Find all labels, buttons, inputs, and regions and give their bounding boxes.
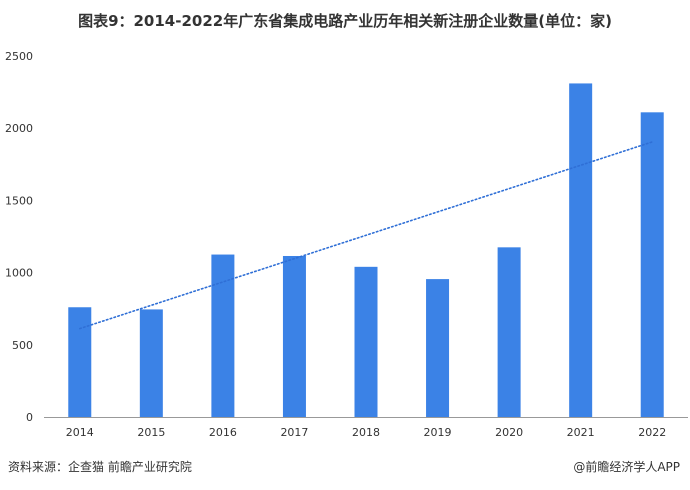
x-tick-label: 2017 [280, 426, 308, 439]
x-tick-label: 2016 [209, 426, 237, 439]
x-tick-label: 2014 [66, 426, 94, 439]
x-tick-label: 2018 [352, 426, 380, 439]
y-tick-label: 2500 [5, 50, 33, 63]
x-tick-label: 2020 [495, 426, 523, 439]
x-tick-label: 2021 [567, 426, 595, 439]
chart-title: 图表9：2014-2022年广东省集成电路产业历年相关新注册企业数量(单位：家) [78, 12, 612, 30]
y-tick-label: 0 [26, 411, 33, 424]
y-tick-label: 1000 [5, 267, 33, 280]
bar-2019 [426, 279, 450, 417]
brand-label: @前瞻经济学人APP [573, 460, 680, 474]
y-tick-label: 2000 [5, 122, 33, 135]
bar-2016 [211, 254, 235, 417]
bar-2017 [282, 255, 306, 417]
trend-line [78, 141, 654, 330]
bar-2015 [139, 309, 163, 417]
bars [68, 83, 664, 417]
bar-2021 [569, 83, 593, 417]
y-axis: 0 500 1000 1500 2000 2500 [5, 50, 33, 424]
source-note: 资料来源：企查猫 前瞻产业研究院 [8, 460, 192, 474]
bar-2018 [354, 266, 378, 417]
y-tick-label: 1500 [5, 194, 33, 207]
y-tick-label: 500 [12, 339, 33, 352]
x-tick-label: 2022 [638, 426, 666, 439]
x-axis: 2014 2015 2016 2017 2018 2019 2020 2021 2022 [66, 426, 666, 439]
x-tick-label: 2019 [424, 426, 452, 439]
x-tick-label: 2015 [137, 426, 165, 439]
bar-2022 [640, 112, 664, 417]
bar-2020 [497, 247, 521, 417]
bar-2014 [68, 307, 92, 417]
